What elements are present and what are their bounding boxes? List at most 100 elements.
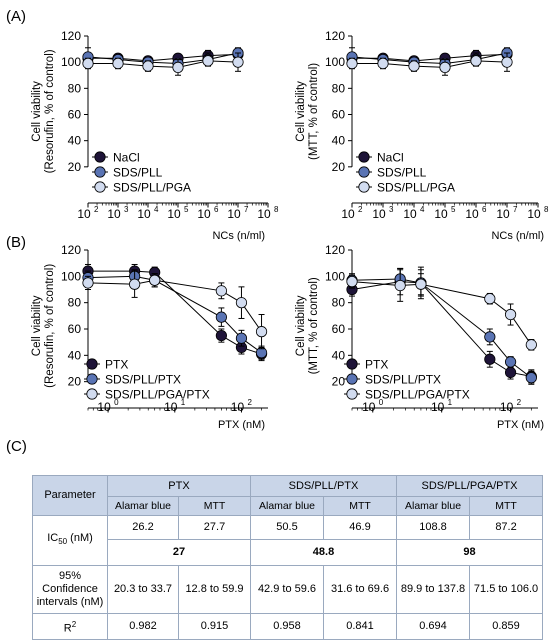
legend-label: SDS/PLL/PGA/PTX	[105, 388, 210, 402]
table-cell-combined: 48.8	[249, 539, 398, 566]
x-tick-label: 10	[257, 207, 271, 221]
data-point	[142, 60, 154, 72]
table-row: 27 48.8 98	[33, 539, 544, 566]
data-point	[235, 297, 248, 309]
x-tick-exponent: 1	[448, 398, 453, 407]
legend-marker	[86, 388, 98, 400]
table-cell: 0.982	[107, 613, 179, 640]
series-line	[87, 275, 262, 354]
r2-label-sup: 2	[71, 619, 77, 629]
x-tick-exponent: 4	[154, 205, 159, 214]
group-header: PTX	[107, 475, 251, 497]
x-tick-exponent: 7	[513, 205, 518, 214]
x-tick-label: 10	[107, 207, 121, 221]
group-header: SDS/PLL/PGA/PTX	[396, 475, 544, 497]
legend-label: NaCl	[113, 151, 140, 165]
legend-marker	[94, 166, 106, 178]
y-tick-label: 60	[332, 108, 346, 122]
data-point	[172, 61, 184, 74]
x-tick-exponent: 3	[124, 205, 129, 214]
y-tick-label: 80	[332, 296, 346, 310]
legend-label: PTX	[365, 358, 388, 372]
x-tick-label: 10	[137, 207, 151, 221]
x-tick-exponent: 5	[451, 205, 456, 214]
legend-marker	[346, 358, 358, 370]
legend-marker	[346, 373, 358, 385]
subcol-header: Alamar blue	[107, 496, 179, 516]
x-tick-label: 10	[167, 207, 181, 221]
table-cell: 71.5 to 106.0	[469, 565, 544, 614]
y-tick-label: 40	[68, 134, 82, 148]
y-tick-label: 60	[332, 322, 346, 336]
data-point	[394, 279, 406, 292]
x-tick-label: 10	[231, 400, 245, 414]
x-tick-exponent: 4	[420, 205, 425, 214]
legend-marker	[86, 358, 98, 370]
legend-label: SDS/PLL/PGA	[113, 181, 191, 195]
ci-label-line: Confidence	[42, 583, 98, 595]
data-point	[112, 57, 124, 70]
y-axis-label: Cell viability	[295, 295, 307, 356]
x-tick-label: 10	[496, 207, 510, 221]
x-tick-exponent: 5	[184, 205, 189, 214]
subcol-header: Alamar blue	[250, 496, 324, 516]
y-tick-label: 20	[68, 160, 82, 174]
series-line	[351, 281, 532, 346]
ic50-label-text: IC	[47, 532, 59, 545]
series-line	[352, 60, 508, 68]
y-tick-label: 80	[332, 81, 346, 95]
table-cell: 0.694	[396, 613, 471, 640]
panel-label-c: (C)	[6, 438, 27, 455]
x-tick-label: 10	[434, 207, 448, 221]
x-tick-label: 10	[372, 207, 386, 221]
ic50-table: Parameter PTX SDS/PLL/PTX SDS/PLL/PGA/PT…	[32, 475, 544, 640]
y-tick-label: 40	[68, 348, 82, 362]
table-cell: 89.9 to 137.8	[396, 565, 471, 614]
subcol-header: MTT	[178, 496, 251, 516]
y-tick-label: 100	[325, 269, 345, 283]
data-point	[149, 274, 161, 286]
legend-label: NaCl	[377, 151, 404, 165]
x-axis-label: NCs (n/ml)	[212, 230, 265, 242]
y-axis-label: (MTT, % of control)	[308, 277, 320, 374]
data-point	[215, 329, 227, 342]
data-point	[504, 308, 517, 321]
y-tick-label: 100	[61, 269, 81, 283]
legend-marker	[358, 181, 370, 193]
x-tick-label: 10	[527, 207, 541, 221]
ic50-label-unit: (nM)	[67, 532, 93, 545]
y-tick-label: 100	[325, 55, 345, 69]
legend-label: SDS/PLL/PGA	[377, 181, 455, 195]
x-tick-label: 10	[97, 400, 111, 414]
table-cell-combined: 98	[396, 539, 544, 566]
y-tick-label: 120	[61, 29, 81, 43]
data-point	[439, 61, 451, 74]
x-tick-label: 10	[465, 207, 479, 221]
legend-marker	[94, 151, 106, 163]
x-tick-exponent: 7	[244, 205, 249, 214]
data-point	[82, 277, 94, 289]
legend-label: SDS/PLL/PTX	[105, 373, 181, 387]
table-row: R2 0.982 0.915 0.958 0.841 0.694 0.859	[32, 613, 544, 640]
legend-marker	[346, 388, 358, 400]
x-tick-label: 10	[431, 400, 445, 414]
table-cell: 31.6 to 69.6	[322, 565, 398, 614]
ic50-label: IC50 (nM)	[32, 515, 108, 566]
y-tick-label: 20	[68, 375, 82, 389]
table-cell: 50.5	[250, 515, 324, 540]
table-header-row: Parameter PTX SDS/PLL/PTX SDS/PLL/PGA/PT…	[32, 475, 544, 516]
y-tick-label: 20	[332, 375, 346, 389]
legend-marker	[94, 181, 106, 193]
y-tick-label: 60	[68, 108, 82, 122]
legend-label: SDS/PLL/PTX	[365, 373, 441, 387]
ci-label-line: intervals (nM)	[36, 596, 104, 608]
x-tick-label: 10	[500, 400, 514, 414]
subcol-header: Alamar blue	[396, 496, 471, 516]
data-point	[525, 339, 537, 351]
x-tick-label: 10	[164, 400, 178, 414]
data-point	[82, 57, 94, 70]
data-point	[215, 285, 227, 297]
x-tick-label: 10	[197, 207, 211, 221]
